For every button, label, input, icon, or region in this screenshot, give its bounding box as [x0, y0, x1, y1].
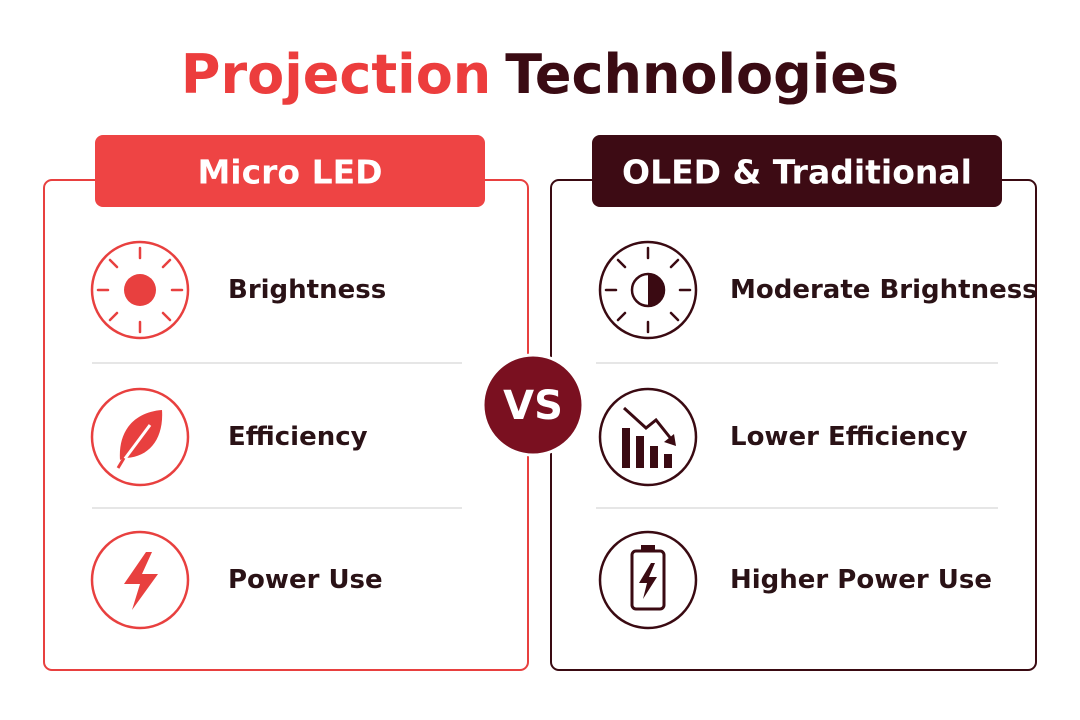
icon-part	[598, 530, 698, 630]
item-label: Efficiency	[228, 422, 368, 452]
icon-part	[664, 434, 676, 446]
panel-header: Micro LED	[197, 153, 382, 192]
icon-half-sun	[598, 240, 698, 340]
icon-part	[90, 240, 190, 340]
icon-part	[622, 406, 674, 441]
vs-label: VS	[503, 383, 563, 429]
item-label: Power Use	[228, 565, 383, 595]
icon-part	[650, 446, 658, 468]
item-label: Higher Power Use	[730, 565, 992, 595]
header-tab-left	[95, 135, 485, 207]
icon-leaf	[90, 387, 190, 487]
icon-battery	[598, 530, 698, 630]
header-tab-right	[592, 135, 1002, 207]
icon-sun	[90, 240, 190, 340]
icon-part	[598, 387, 698, 487]
icon-part	[630, 549, 666, 611]
icon-part	[96, 246, 184, 334]
icon-part	[598, 240, 698, 340]
item-label: Brightness	[228, 275, 386, 305]
icon-part	[124, 274, 156, 306]
icon-part	[641, 545, 655, 551]
icon-part	[648, 274, 664, 306]
icon-part	[639, 563, 657, 599]
title-rest: Technologies	[505, 43, 899, 106]
vs-badge	[481, 353, 585, 457]
icon-part	[664, 454, 672, 468]
icon-part	[116, 457, 126, 469]
item-label: Lower Efficiency	[730, 422, 968, 452]
icon-part	[636, 436, 644, 468]
icon-part	[90, 530, 190, 630]
title: Projection Technologies	[181, 43, 899, 106]
icon-declining-bars	[598, 387, 698, 487]
title-highlight: Projection	[181, 43, 491, 106]
icon-bolt	[90, 530, 190, 630]
icon-part	[124, 552, 158, 610]
item-label: Moderate Brightness	[730, 275, 1038, 305]
icon-part	[622, 428, 630, 468]
panel-header: OLED & Traditional	[622, 153, 972, 192]
icon-part	[90, 387, 190, 487]
icon-part	[604, 246, 692, 334]
